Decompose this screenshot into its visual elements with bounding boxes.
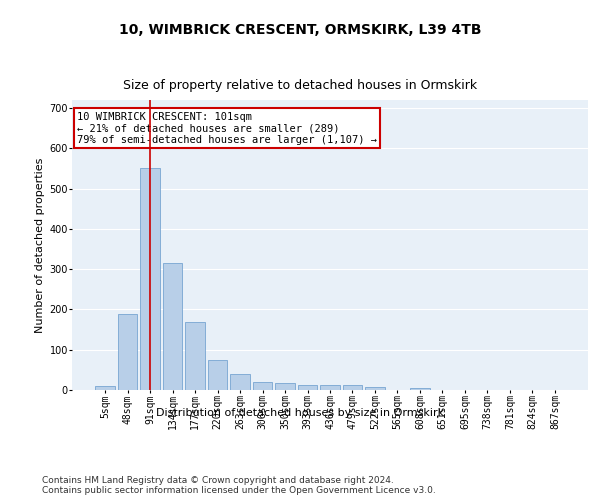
Bar (95, 386, 115, 390)
Bar (230, 374, 250, 390)
Bar (410, 388, 430, 390)
Bar (343, 385, 362, 390)
Text: Size of property relative to detached houses in Ormskirk: Size of property relative to detached ho… (123, 80, 477, 92)
Text: Contains HM Land Registry data © Crown copyright and database right 2024.: Contains HM Land Registry data © Crown c… (42, 476, 394, 485)
Bar (253, 382, 272, 390)
Bar (320, 385, 340, 390)
Text: 10, WIMBRICK CRESCENT, ORMSKIRK, L39 4TB: 10, WIMBRICK CRESCENT, ORMSKIRK, L39 4TB (119, 22, 481, 36)
Bar (275, 383, 295, 390)
Bar (118, 314, 137, 390)
Text: Distribution of detached houses by size in Ormskirk: Distribution of detached houses by size … (156, 408, 444, 418)
Bar (365, 387, 385, 390)
Text: 10 WIMBRICK CRESCENT: 101sqm
← 21% of detached houses are smaller (289)
79% of s: 10 WIMBRICK CRESCENT: 101sqm ← 21% of de… (77, 112, 377, 145)
Text: Contains public sector information licensed under the Open Government Licence v3: Contains public sector information licen… (42, 486, 436, 495)
Bar (208, 360, 227, 390)
Bar (140, 168, 160, 390)
Bar (185, 322, 205, 390)
Bar (163, 263, 182, 390)
Y-axis label: Number of detached properties: Number of detached properties (35, 158, 45, 332)
Bar (298, 385, 317, 390)
